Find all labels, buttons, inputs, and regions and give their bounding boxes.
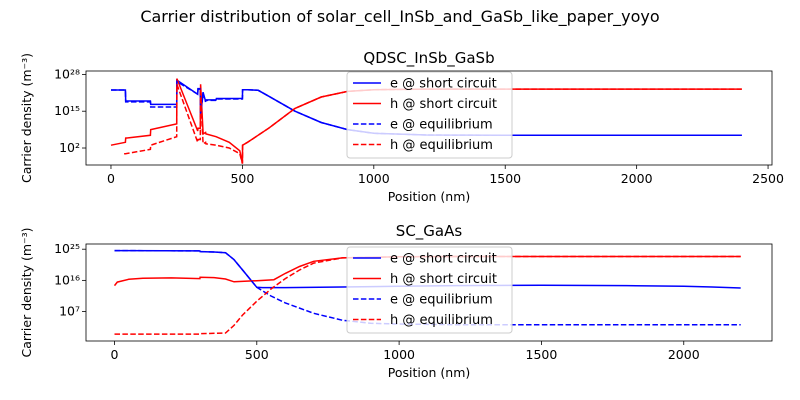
x-axis-label: Position (nm) (388, 189, 471, 204)
figure-suptitle: Carrier distribution of solar_cell_InSb_… (140, 7, 659, 27)
x-tick-label: 500 (230, 171, 254, 186)
x-tick-label: 2500 (752, 171, 784, 186)
legend: e @ short circuit h @ short circuit e @ eq… (346, 71, 513, 159)
y-tick-label: 10² (59, 140, 80, 155)
legend: e @ short circuit h @ short circuit e @ eq… (346, 246, 513, 334)
subplot-1: 0 500 1000 1500 2000 2500 10² 10¹⁵ 10²⁸ QDSC_InSb… (19, 49, 784, 204)
legend-label: h @ equilibrium (390, 313, 493, 328)
legend-label: e @ equilibrium (390, 293, 493, 308)
legend-box (346, 246, 513, 334)
legend-label: e @ short circuit (390, 77, 497, 92)
subplot-2: 0 500 1000 1500 2000 10⁷ 10¹⁶ 10²⁵ SC_GaAs Positi… (19, 222, 773, 380)
x-tick-label: 0 (107, 171, 115, 186)
x-axis-label: Position (nm) (388, 365, 471, 380)
x-tick-label: 1500 (489, 171, 521, 186)
y-axis-label: Carrier density (m⁻³) (19, 227, 34, 357)
y-tick-label: 10²⁸ (54, 66, 80, 81)
axes-frame (85, 70, 773, 166)
legend-label: h @ short circuit (390, 97, 497, 112)
x-tick-label: 1500 (526, 347, 558, 362)
x-tick-label: 1000 (383, 347, 415, 362)
legend-box (346, 71, 513, 159)
y-tick-label: 10²⁵ (54, 241, 80, 256)
x-tick-label: 0 (110, 347, 118, 362)
axes-frame (85, 243, 773, 342)
y-tick-label: 10¹⁵ (54, 103, 80, 118)
y-tick-label: 10¹⁶ (54, 272, 80, 287)
y-tick-label: 10⁷ (59, 304, 80, 319)
y-axis-label: Carrier density (m⁻³) (19, 53, 34, 183)
legend-label: h @ short circuit (390, 272, 497, 287)
legend-label: e @ short circuit (390, 252, 497, 267)
x-tick-label: 2000 (668, 347, 700, 362)
subplot-title: QDSC_InSb_GaSb (363, 49, 494, 68)
legend-label: h @ equilibrium (390, 138, 493, 153)
x-tick-label: 500 (245, 347, 269, 362)
x-tick-label: 2000 (621, 171, 653, 186)
x-tick-label: 1000 (358, 171, 390, 186)
subplot-title: SC_GaAs (396, 222, 463, 241)
legend-label: e @ equilibrium (390, 118, 493, 133)
